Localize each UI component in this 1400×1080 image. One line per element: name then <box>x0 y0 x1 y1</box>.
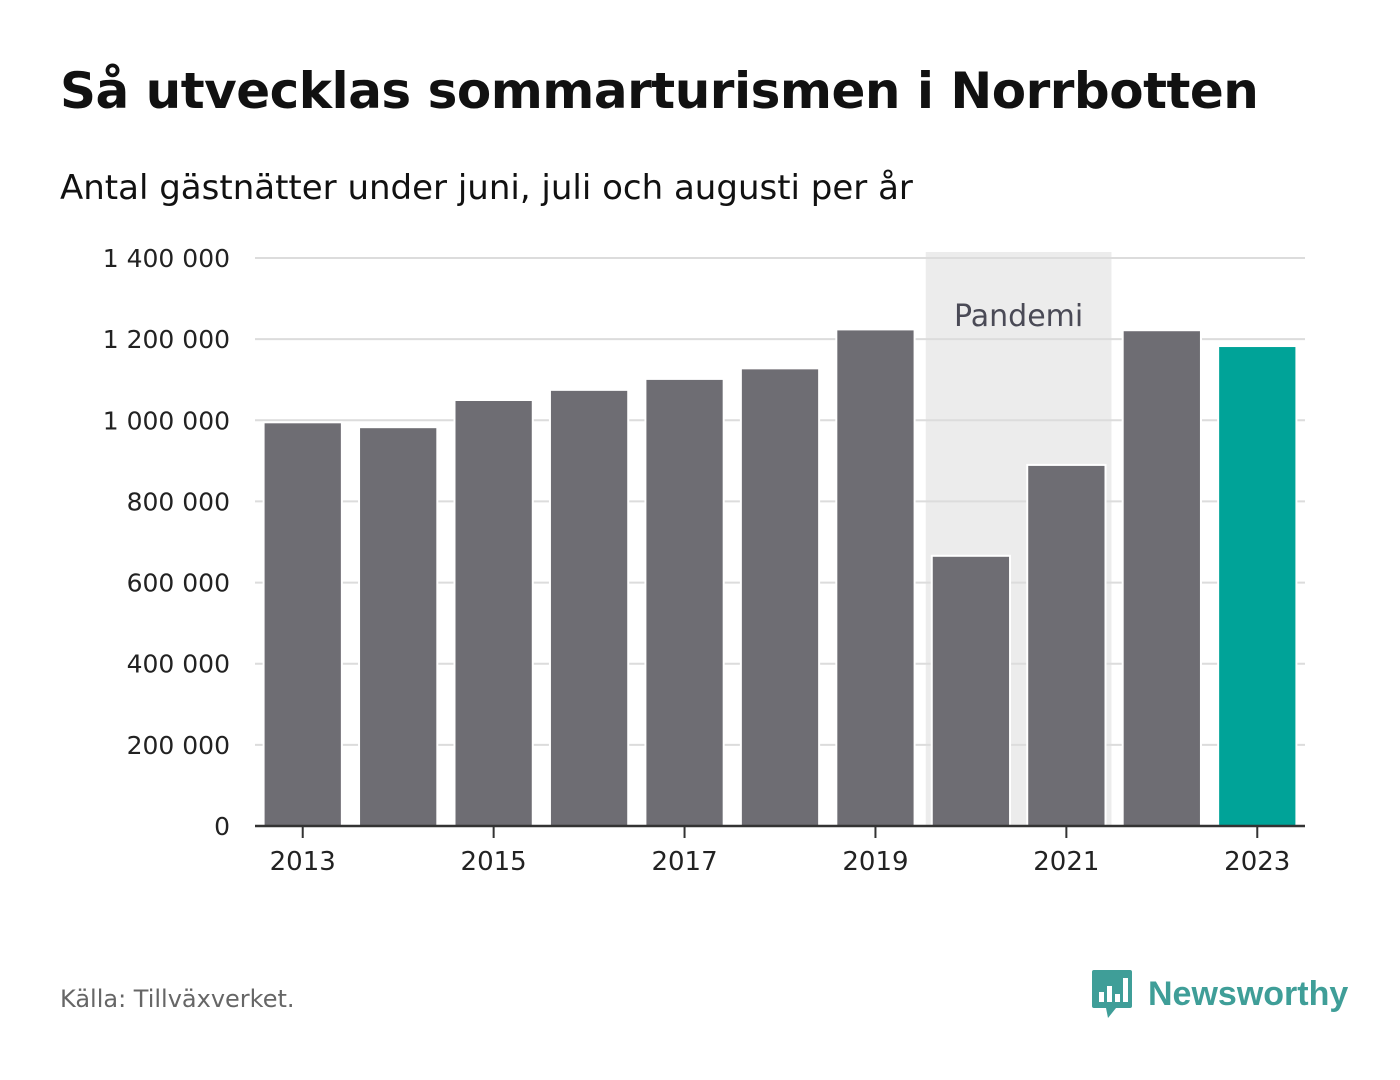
y-tick-label: 600 000 <box>127 569 230 598</box>
y-tick-label: 400 000 <box>127 650 230 679</box>
y-tick-label: 1 400 000 <box>103 244 230 273</box>
newsworthy-logo-icon <box>1092 970 1132 1018</box>
bar-2014 <box>358 426 439 827</box>
bar-2019 <box>835 328 916 827</box>
brand-name: Newsworthy <box>1148 974 1349 1013</box>
x-tick-label: 2021 <box>1033 847 1099 877</box>
bar-2021 <box>1026 463 1107 827</box>
x-tick-label: 2013 <box>270 847 336 877</box>
bar-2023 <box>1217 345 1298 827</box>
chart-title: Så utvecklas sommarturismen i Norrbotten <box>60 62 1259 120</box>
bar-2017 <box>644 377 725 827</box>
y-tick-label: 800 000 <box>127 487 230 516</box>
bar-2016 <box>548 388 630 827</box>
bar-2022 <box>1121 329 1202 827</box>
bar-2020 <box>930 554 1012 828</box>
x-tick-label: 2019 <box>842 847 908 877</box>
bar-chart: Pandemi 0 200 000 400 000 600 000 800 000 1 00… <box>103 244 1305 877</box>
bar-2013 <box>262 421 343 827</box>
y-tick-label: 1 200 000 <box>103 325 230 354</box>
y-tick-label: 0 <box>214 812 230 841</box>
brand-logo[interactable]: Newsworthy <box>1090 968 1348 1020</box>
x-tick-label: 2023 <box>1224 847 1290 877</box>
y-tick-label: 1 000 000 <box>103 406 230 435</box>
x-tick-label: 2017 <box>651 847 717 877</box>
bar-2015 <box>453 399 534 827</box>
source-note: Källa: Tillväxverket. <box>60 985 295 1013</box>
chart-subtitle: Antal gästnätter under juni, juli och au… <box>60 168 913 208</box>
x-tick-label: 2015 <box>461 847 527 877</box>
pandemic-label: Pandemi <box>954 299 1083 334</box>
y-tick-label: 200 000 <box>127 731 230 760</box>
bar-2018 <box>739 367 821 827</box>
